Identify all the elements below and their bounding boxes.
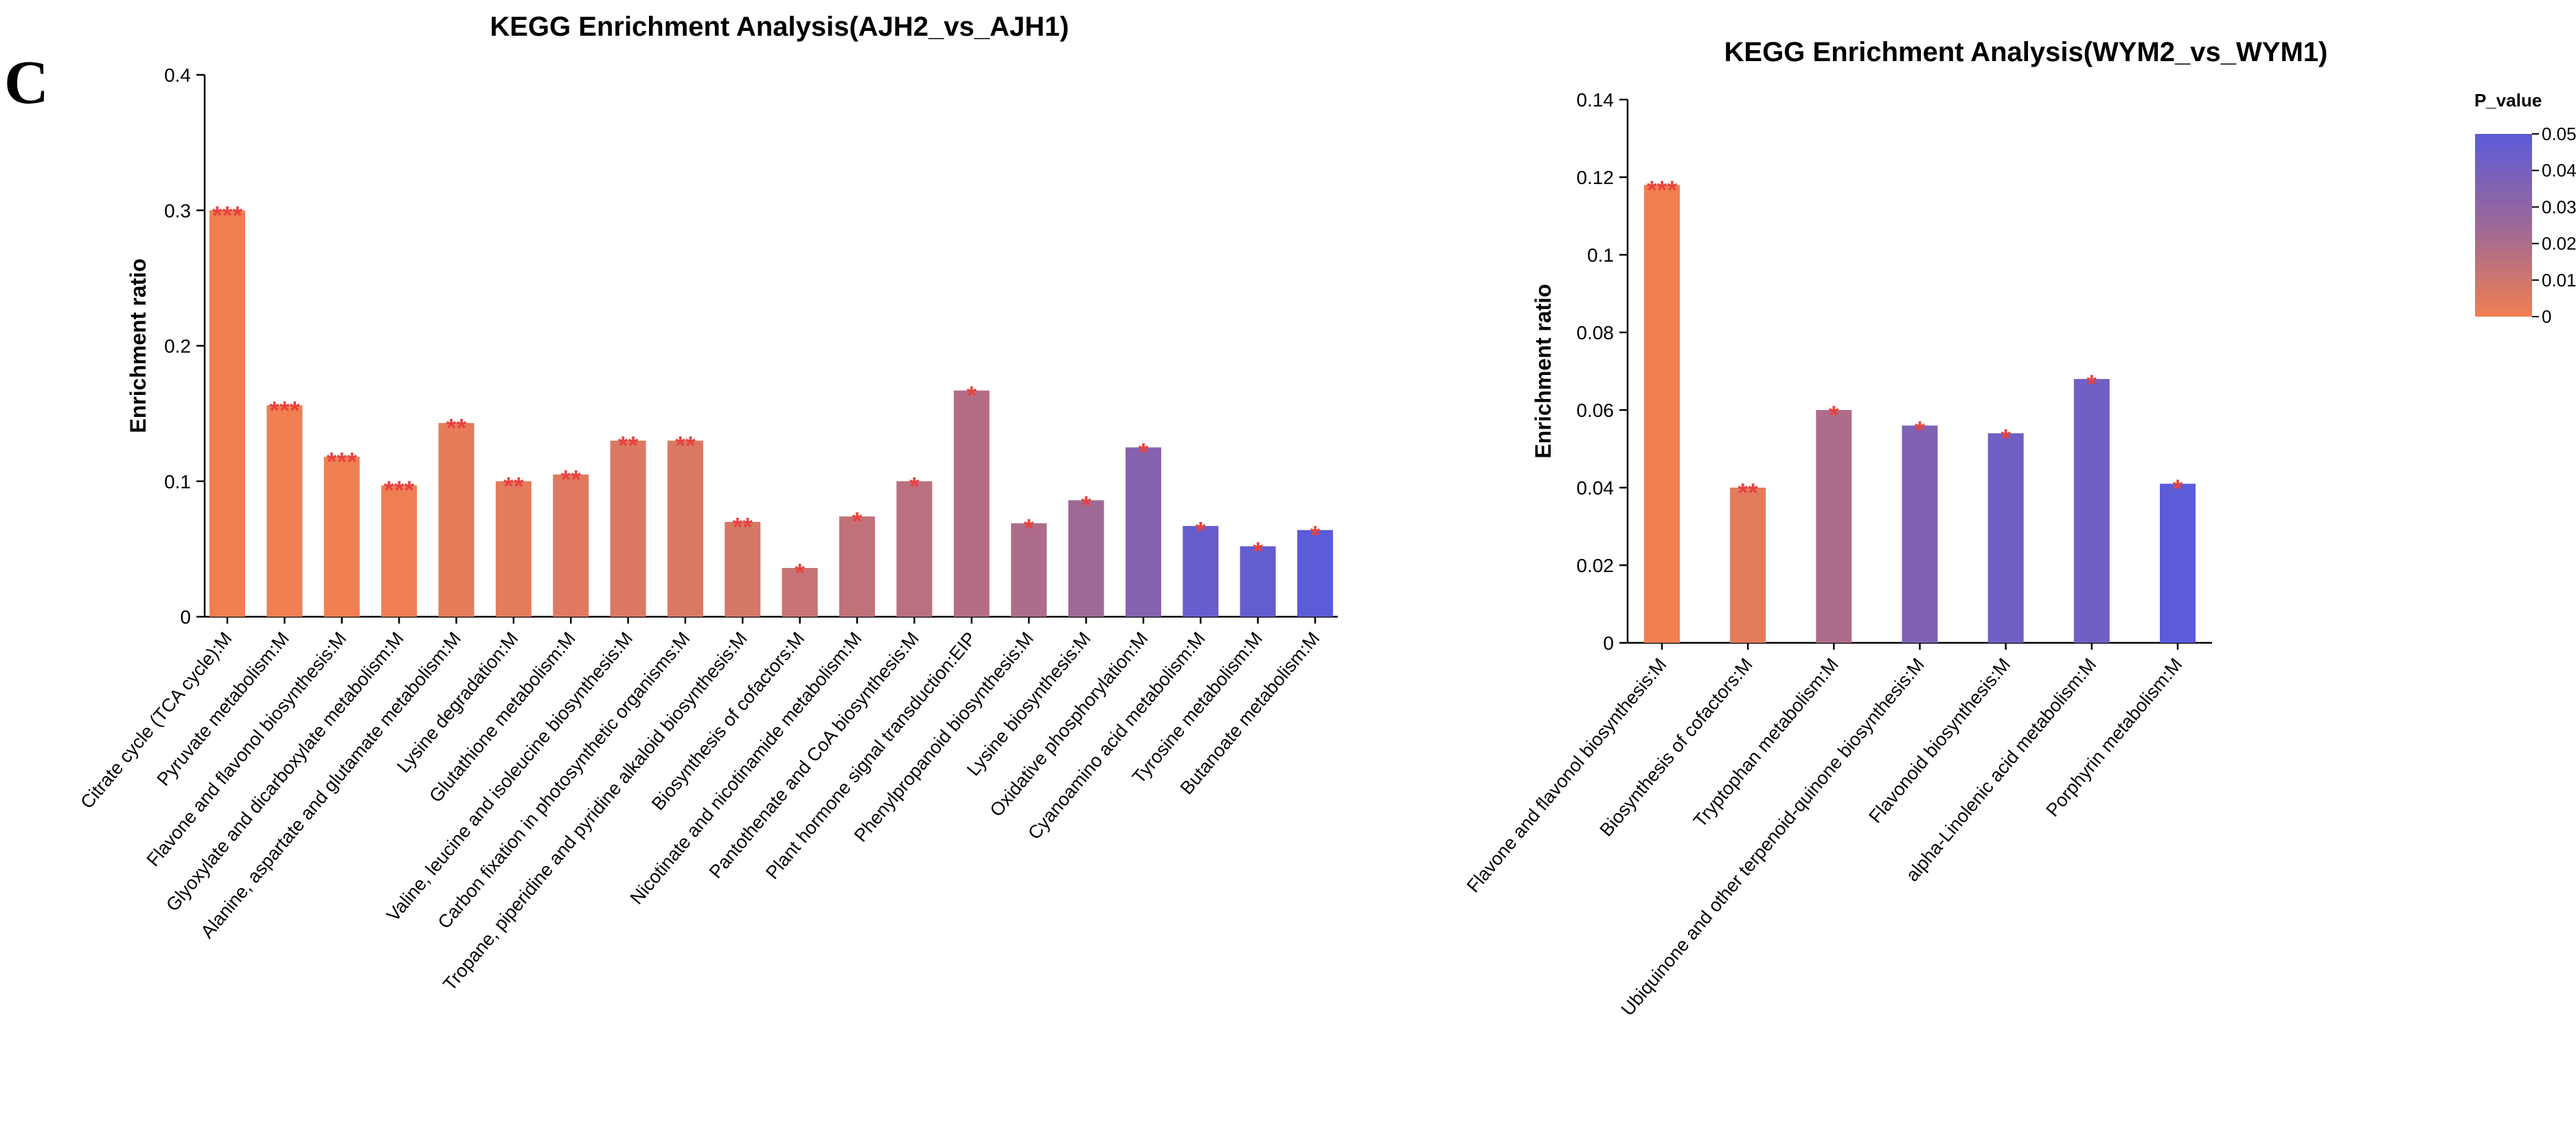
- bar: [381, 485, 418, 617]
- y-axis-label: Enrichment ratio: [126, 258, 150, 433]
- bar: [1730, 488, 1766, 643]
- significance-label: *: [909, 473, 920, 501]
- significance-label: **: [733, 513, 753, 542]
- bar: [495, 481, 532, 617]
- significance-label: **: [675, 432, 696, 461]
- bar: [1816, 410, 1852, 643]
- bar: [1644, 185, 1680, 643]
- category-label: Plant hormone signal transduction:EIP: [762, 628, 980, 883]
- legend-tick-label: 0.01: [2542, 270, 2576, 291]
- bar: [1987, 433, 2024, 643]
- legend-tick-label: 0.04: [2542, 160, 2576, 181]
- bar: [438, 422, 475, 617]
- significance-label: *: [1253, 537, 1263, 566]
- y-tick-label: 0.1: [164, 471, 191, 492]
- bar: [553, 474, 589, 617]
- bar: [2073, 378, 2110, 643]
- category-label: Flavonoid biosynthesis:M: [1865, 655, 2014, 828]
- y-tick-label: 0.1: [1587, 244, 1614, 266]
- y-tick-label: 0: [180, 606, 191, 628]
- bar: [1011, 523, 1047, 617]
- chart-ajh2-vs-ajh1: KEGG Enrichment Analysis(AJH2_vs_AJH1) En…: [76, 12, 1338, 994]
- significance-label: **: [618, 432, 639, 461]
- bar: [266, 405, 303, 617]
- bar: [2160, 483, 2196, 643]
- y-axis-label: Enrichment ratio: [1531, 284, 1555, 458]
- bar: [839, 516, 876, 617]
- bar: [1183, 525, 1219, 617]
- y-tick-label: 0: [1603, 633, 1614, 654]
- significance-label: **: [503, 473, 524, 501]
- legend-tick-label: 0: [2542, 306, 2551, 327]
- panel-label: C: [4, 49, 49, 117]
- bar: [896, 481, 933, 617]
- category-label: Pantothenate and CoA biosynthesis:M: [705, 628, 923, 883]
- category-label: Biosynthesis of cofactors:M: [1596, 655, 1757, 841]
- significance-label: *: [2001, 424, 2011, 453]
- significance-label: *: [2173, 475, 2183, 503]
- y-tick-label: 0.06: [1577, 400, 1615, 421]
- y-tick-label: 0.04: [1577, 477, 1615, 499]
- p-value-legend: P_value 0.05 0.04 0.03 0.02 0.01 0: [2474, 90, 2576, 327]
- significance-label: **: [446, 414, 467, 443]
- bar: [1297, 530, 1333, 617]
- bar: [1902, 425, 1938, 643]
- significance-label: ***: [384, 477, 415, 505]
- significance-label: *: [966, 382, 977, 411]
- bar: [323, 457, 360, 617]
- significance-label: *: [795, 559, 805, 588]
- bar: [1125, 447, 1161, 617]
- y-tick-label: 0.02: [1577, 555, 1615, 576]
- y-tick-label: 0.4: [164, 65, 191, 86]
- significance-label: *: [1829, 401, 1839, 430]
- bar: [1240, 546, 1276, 617]
- significance-label: *: [1024, 514, 1034, 543]
- bar: [725, 521, 761, 617]
- legend-tick-label: 0.02: [2542, 234, 2576, 254]
- significance-label: ***: [212, 201, 243, 230]
- bar: [1068, 500, 1104, 617]
- category-label: Tryptophan metabolism:M: [1689, 655, 1843, 832]
- bar: [610, 440, 646, 617]
- significance-label: *: [1196, 517, 1206, 546]
- significance-label: ***: [269, 396, 300, 425]
- chart-title: KEGG Enrichment Analysis(WYM2_vs_WYM1): [1724, 37, 2328, 67]
- y-tick-label: 0.12: [1577, 167, 1615, 188]
- significance-label: **: [1737, 479, 1758, 508]
- significance-label: *: [1081, 491, 1091, 520]
- bar: [953, 390, 990, 617]
- significance-label: ***: [1647, 176, 1678, 205]
- chart-wym2-vs-wym1: KEGG Enrichment Analysis(WYM2_vs_WYM1) En…: [1463, 37, 2328, 1020]
- y-tick-label: 0.08: [1577, 322, 1615, 343]
- y-tick-label: 0.14: [1577, 89, 1615, 111]
- significance-label: *: [1138, 438, 1148, 467]
- bar: [209, 210, 245, 617]
- bar: [667, 440, 703, 617]
- chart-title: KEGG Enrichment Analysis(AJH2_vs_AJH1): [490, 12, 1069, 42]
- category-label: Alanine, aspartate and glutamate metabol…: [197, 628, 466, 942]
- significance-label: *: [1915, 417, 1925, 446]
- legend-tick-label: 0.05: [2542, 124, 2576, 144]
- bar: [782, 567, 818, 617]
- significance-label: *: [1310, 521, 1321, 550]
- legend-tick-label: 0.03: [2542, 196, 2576, 217]
- significance-label: *: [2086, 370, 2097, 399]
- legend-colorbar: [2475, 134, 2532, 317]
- significance-label: ***: [327, 448, 358, 477]
- legend-title: P_value: [2474, 90, 2542, 111]
- significance-label: **: [560, 466, 581, 494]
- category-label: Ubiquinone and other terpenoid-quinone b…: [1617, 655, 1928, 1020]
- y-tick-label: 0.2: [164, 336, 191, 357]
- category-label: alpha-Linolenic acid metabolism:M: [1902, 655, 2100, 886]
- y-tick-label: 0.3: [164, 200, 191, 221]
- significance-label: *: [852, 508, 863, 536]
- legend-ticks: 0.05 0.04 0.03 0.02 0.01 0: [2532, 124, 2576, 327]
